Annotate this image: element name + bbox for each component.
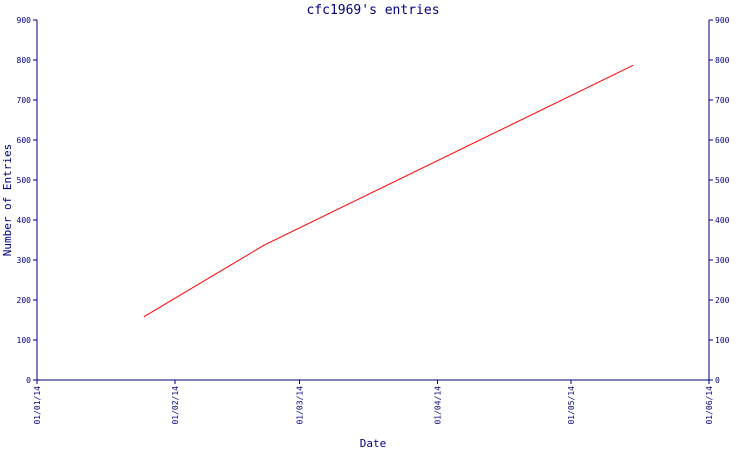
chart-title: cfc1969's entries [306, 3, 439, 18]
y-tick-label-left: 400 [17, 216, 32, 225]
y-tick-label-right: 700 [715, 96, 730, 105]
y-tick-label-left: 300 [17, 256, 32, 265]
y-tick-label-left: 0 [26, 376, 31, 385]
x-tick-label: 01/06/14 [705, 386, 714, 425]
y-axis-label: Number of Entries [1, 144, 14, 257]
y-tick-label-left: 600 [17, 136, 32, 145]
y-tick-label-right: 0 [715, 376, 720, 385]
y-tick-label-right: 200 [715, 296, 730, 305]
x-axis-label: Date [360, 437, 387, 450]
y-tick-label-right: 500 [715, 176, 730, 185]
y-tick-label-right: 400 [715, 216, 730, 225]
x-tick-label: 01/03/14 [296, 386, 305, 425]
y-tick-label-left: 500 [17, 176, 32, 185]
series-line [143, 64, 634, 318]
y-tick-label-left: 900 [17, 16, 32, 25]
y-tick-label-right: 800 [715, 56, 730, 65]
data-series [143, 64, 634, 318]
y-tick-label-right: 300 [715, 256, 730, 265]
x-tick-label: 01/05/14 [567, 386, 576, 425]
y-tick-label-left: 700 [17, 96, 32, 105]
x-tick-label: 01/01/14 [33, 386, 42, 425]
y-axis-ticks: 0 0 100 100 200 200 300 300 400 400 500 500 600 600 70… [17, 16, 730, 385]
y-tick-label-left: 200 [17, 296, 32, 305]
y-tick-label-right: 900 [715, 16, 730, 25]
y-tick-label-left: 800 [17, 56, 32, 65]
x-tick-label: 01/04/14 [434, 386, 443, 425]
y-tick-label-right: 600 [715, 136, 730, 145]
x-axis-ticks: 01/01/14 01/02/14 01/03/14 01/04/14 01/05/14… [33, 380, 714, 425]
y-tick-label-left: 100 [17, 336, 32, 345]
x-tick-label: 01/02/14 [171, 386, 180, 425]
y-tick-label-right: 100 [715, 336, 730, 345]
